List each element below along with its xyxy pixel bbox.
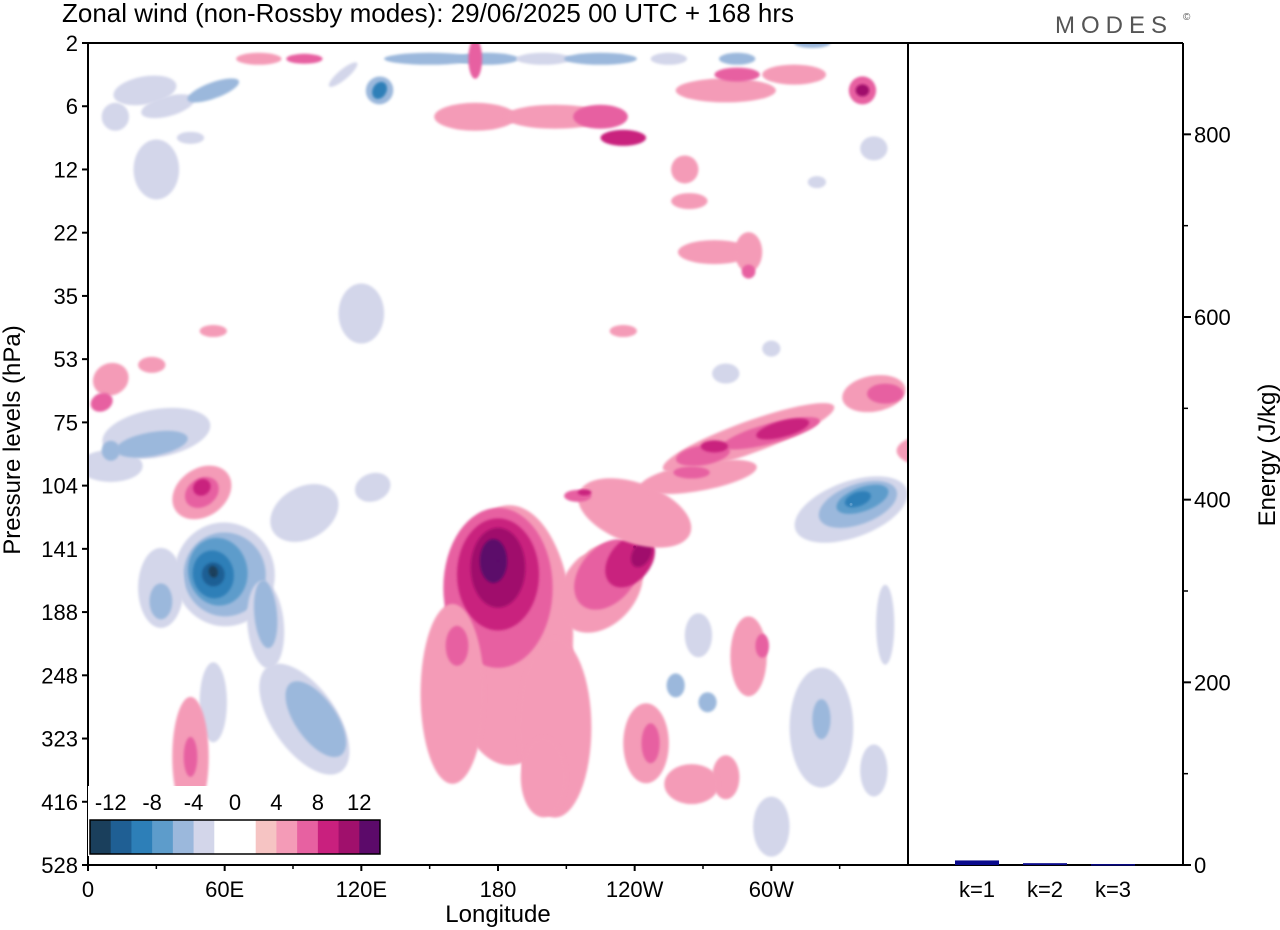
energy-category-label: k=2	[1027, 877, 1063, 902]
x-axis: 0 60E 120E 180 120W 60W	[82, 865, 841, 902]
y-tick-label: 416	[41, 790, 78, 815]
x-tick-label: 60E	[205, 877, 244, 902]
colorbar-swatch	[276, 820, 298, 854]
colorbar-label: -8	[142, 790, 162, 815]
wind-field	[88, 43, 908, 857]
colorbar-swatch	[359, 820, 381, 854]
colorbar-swatch	[255, 820, 277, 854]
energy-bar	[1091, 864, 1135, 866]
colorbar-label: 4	[270, 790, 282, 815]
x-tick-label: 60W	[749, 877, 794, 902]
colorbar-swatch	[338, 820, 360, 854]
colorbar-swatch	[235, 820, 257, 854]
chart-title: Zonal wind (non-Rossby modes): 29/06/202…	[62, 0, 794, 28]
y-tick-label: 141	[41, 537, 78, 562]
y-tick-label: 2	[66, 31, 78, 56]
energy-bar	[1023, 863, 1067, 865]
colorbar-label: -12	[95, 790, 127, 815]
colorbar-swatch	[152, 820, 174, 854]
y-tick-label: 12	[54, 157, 78, 182]
x-axis-label: Longitude	[445, 901, 550, 928]
colorbar-swatch	[172, 820, 195, 854]
field-feature-4	[507, 741, 511, 745]
colorbar-swatch	[214, 820, 236, 854]
x-tick-label: 180	[480, 877, 517, 902]
energy-axis: 0 200 400 600 800	[1183, 122, 1231, 878]
colorbar-swatch	[317, 820, 340, 854]
colorbar-label: 0	[229, 790, 241, 815]
y-axis-label: Pressure levels (hPa)	[0, 325, 26, 554]
y-tick-label: 104	[41, 474, 78, 499]
energy-tick-label: 400	[1194, 488, 1231, 513]
colorbar-swatch	[297, 820, 319, 854]
y-tick-label: 35	[54, 284, 78, 309]
x-tick-label: 0	[82, 877, 94, 902]
x-tick-label: 120W	[606, 877, 664, 902]
energy-axis-label: Energy (J/kg)	[1254, 384, 1280, 527]
energy-panel	[908, 42, 1184, 866]
y-tick-label: 53	[54, 347, 78, 372]
brand-logo: MODES	[1055, 12, 1173, 39]
y-tick-label: 248	[41, 663, 78, 688]
energy-category-label: k=1	[959, 877, 995, 902]
x-tick-label: 120E	[336, 877, 387, 902]
y-tick-label: 323	[41, 727, 78, 752]
colorbar-label: 12	[347, 790, 371, 815]
colorbar-frame	[89, 819, 381, 855]
energy-category-label: k=3	[1095, 877, 1131, 902]
y-tick-label: 528	[41, 853, 78, 878]
y-tick-label: 75	[54, 410, 78, 435]
colorbar-swatch	[110, 820, 132, 854]
energy-tick-label: 800	[1194, 122, 1231, 147]
field-feature-3	[849, 502, 853, 506]
colorbar-legend: -12 -8 -4 0 4 8 12	[88, 786, 386, 856]
colorbar-label: 8	[312, 790, 324, 815]
y-tick-label: 188	[41, 600, 78, 625]
field-feature-0	[211, 572, 215, 576]
colorbar-swatch	[90, 820, 112, 854]
energy-tick-label: 0	[1194, 853, 1206, 878]
energy-bar	[955, 860, 999, 865]
field-feature-2	[633, 545, 637, 549]
y-tick-label: 6	[66, 94, 78, 119]
y-axis: 2 6 12 22 35 53 75 104 141 188 248 323 416 528	[41, 31, 88, 878]
colorbar-label: -4	[184, 790, 204, 815]
field-feature-1	[496, 559, 500, 563]
energy-bars: k=1 k=2 k=3	[955, 860, 1135, 902]
energy-tick-label: 600	[1194, 305, 1231, 330]
colorbar-swatch	[193, 820, 215, 854]
energy-tick-label: 200	[1194, 670, 1231, 695]
brand-mark: ©	[1183, 12, 1191, 23]
colorbar-swatch	[131, 820, 153, 854]
y-tick-label: 22	[54, 221, 78, 246]
